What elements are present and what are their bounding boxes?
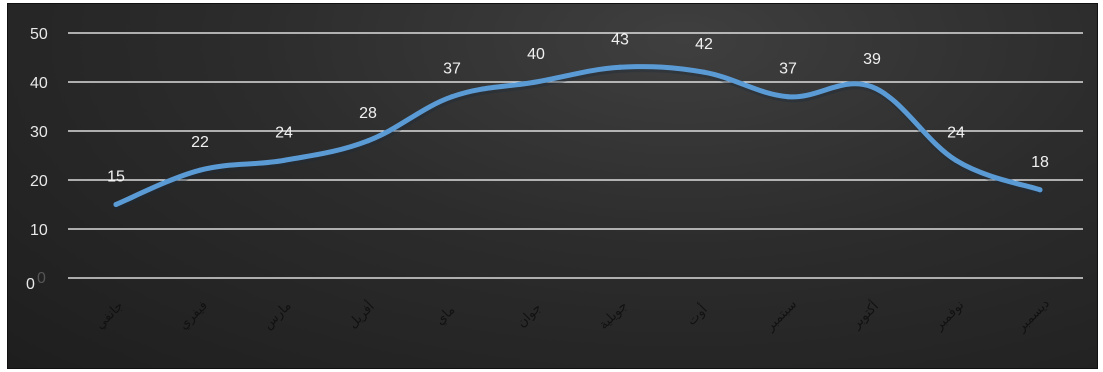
- y-axis-ticks: 0 10 20 30 40 50 0: [26, 26, 48, 293]
- y-tick-label: 10: [30, 222, 48, 239]
- data-label: 24: [947, 124, 965, 141]
- gridlines: [68, 32, 1083, 279]
- series-line-group: [113, 64, 1045, 210]
- data-point: [953, 157, 959, 163]
- y-tick-label: 30: [30, 124, 48, 141]
- data-label: 28: [359, 105, 377, 122]
- data-point: [617, 64, 623, 70]
- data-label: 24: [275, 124, 293, 141]
- data-label: 43: [611, 31, 629, 48]
- x-category-label: مارس: [261, 299, 295, 333]
- data-label: 39: [863, 51, 881, 68]
- y-tick-label: 50: [30, 26, 48, 43]
- data-point: [365, 138, 371, 144]
- data-point: [113, 202, 119, 207]
- x-axis-categories: جانفي فيفري مارس أفريل ماي جوان جويلية أوت سبتمب…: [93, 296, 1053, 335]
- data-label: 22: [191, 134, 209, 151]
- y-tick-label-extra: 0: [37, 270, 46, 287]
- x-category-label: ماي: [433, 303, 459, 329]
- data-label: 37: [779, 61, 797, 78]
- data-point: [701, 69, 707, 75]
- x-category-label: نوفمبر: [931, 298, 967, 334]
- x-category-label: أوت: [683, 301, 711, 329]
- series-line: [113, 64, 1043, 207]
- data-point: [197, 167, 203, 173]
- y-tick-label: 0: [26, 276, 35, 293]
- data-labels: 15 22 24 28 37 40 43 42 37 39 24 18: [107, 31, 1049, 185]
- data-label: 18: [1031, 154, 1049, 171]
- x-category-label: أفريل: [344, 298, 378, 332]
- data-label: 15: [107, 169, 125, 186]
- x-category-label: فيفري: [176, 298, 211, 333]
- data-point: [869, 84, 875, 90]
- data-label: 40: [527, 46, 545, 63]
- y-tick-label: 20: [30, 173, 48, 190]
- data-label: 42: [695, 36, 713, 53]
- data-point: [533, 79, 539, 85]
- data-point: [449, 94, 455, 100]
- x-category-label: سبتمبر: [762, 297, 800, 335]
- x-category-label: جوان: [514, 300, 544, 330]
- x-category-label: جانفي: [93, 299, 127, 333]
- series-line-shadow: [113, 65, 1045, 210]
- data-label: 37: [443, 61, 461, 78]
- y-tick-label: 40: [30, 75, 48, 92]
- x-category-label: أكتوبر: [847, 298, 882, 333]
- x-category-label: ديسمبر: [1014, 296, 1053, 335]
- data-point: [785, 94, 791, 100]
- chart-area: [7, 3, 1098, 369]
- x-category-label: جويلية: [596, 298, 630, 332]
- data-point: [281, 157, 287, 163]
- data-point: [1037, 187, 1043, 193]
